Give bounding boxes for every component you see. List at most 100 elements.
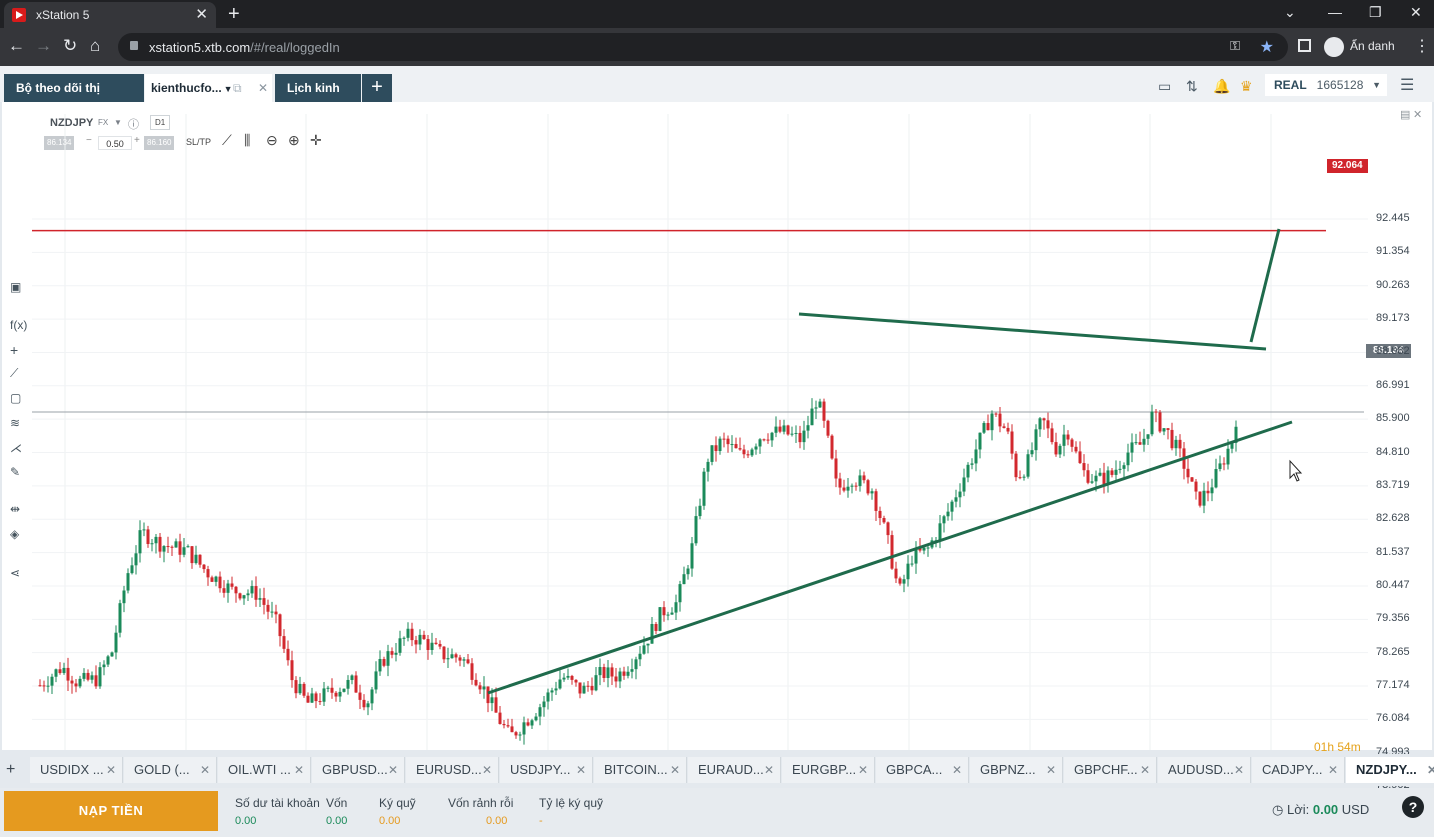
bookmark-star-icon[interactable]: ★ (1259, 39, 1274, 56)
layout-icon[interactable]: ▭ (1158, 78, 1172, 94)
line-chart-icon[interactable]: ⟋ (222, 132, 232, 148)
address-bar[interactable]: xstation5.xtb.com/#/real/loggedIn ⚿ ★ (118, 33, 1288, 61)
instrument-tab[interactable]: EURUSD... ✕ (406, 757, 499, 783)
exchange-icon[interactable]: ⇅ (1186, 78, 1198, 94)
instrument-close-icon[interactable]: ✕ (481, 763, 492, 777)
volume-plus-icon[interactable]: + (134, 135, 140, 146)
candle-body (458, 657, 462, 661)
bell-icon[interactable]: 🔔 (1213, 78, 1231, 94)
premium-crown-icon[interactable]: ♛ (1240, 78, 1253, 94)
candle-body (1050, 428, 1054, 443)
instrument-close-icon[interactable]: ✕ (763, 763, 774, 777)
add-tab-button[interactable]: + (362, 74, 392, 102)
instrument-tab[interactable]: NZDJPY... ✕ (1346, 757, 1434, 783)
instrument-close-icon[interactable]: ✕ (1426, 763, 1434, 777)
instrument-tab[interactable]: OIL.WTI ... ✕ (218, 757, 311, 783)
home-icon[interactable]: ⌂ (90, 36, 101, 55)
share-icon[interactable]: ⋖ (10, 566, 21, 580)
instrument-close-icon[interactable]: ✕ (1327, 763, 1338, 777)
chart-symbol[interactable]: NZDJPY (50, 117, 94, 129)
instrument-close-icon[interactable]: ✕ (1139, 763, 1150, 777)
info-icon[interactable]: ⓘ (128, 119, 139, 131)
panel-close-icon[interactable]: ✕ (1413, 109, 1423, 121)
maximize-icon[interactable]: ❐ (1369, 4, 1382, 20)
instrument-close-icon[interactable]: ✕ (575, 763, 586, 777)
instrument-tab[interactable]: GBPUSD... ✕ (312, 757, 405, 783)
volume-input[interactable]: 0.50 (98, 136, 132, 150)
instrument-tab[interactable]: EURAUD... ✕ (688, 757, 781, 783)
instrument-tab[interactable]: CADJPY... ✕ (1252, 757, 1345, 783)
instrument-tab[interactable]: EURGBP... ✕ (782, 757, 875, 783)
workspace-close-icon[interactable]: ✕ (258, 81, 269, 95)
crosshair-icon[interactable]: ✛ (310, 132, 322, 148)
instrument-tab[interactable]: AUDUSD... ✕ (1158, 757, 1251, 783)
rectangle-tool-icon[interactable]: ▢ (10, 391, 22, 405)
pattern-tool-icon[interactable]: ⋌ (10, 441, 22, 455)
tab-workspace[interactable]: kienthucfo... ▼ ⧉ ✕ (145, 74, 272, 102)
caret-down-icon[interactable]: ▼ (223, 84, 233, 94)
window-close-icon[interactable]: ✕ (1410, 4, 1422, 20)
incognito-avatar-icon[interactable] (1324, 37, 1344, 57)
instrument-tab[interactable]: USDJPY... ✕ (500, 757, 593, 783)
instrument-close-icon[interactable]: ✕ (1045, 763, 1056, 777)
instrument-close-icon[interactable]: ✕ (293, 763, 304, 777)
zoom-out-icon[interactable]: ⊖ (266, 132, 278, 148)
minimize-icon[interactable]: — (1328, 4, 1342, 20)
account-selector[interactable]: REAL 1665128 ▼ (1265, 74, 1387, 96)
add-instrument-icon[interactable]: + (6, 761, 16, 778)
profile-name[interactable]: Ẩn danh (1350, 39, 1395, 53)
password-key-icon[interactable]: ⚿ (1230, 38, 1240, 53)
window-tool-icon[interactable]: ▣ (10, 280, 22, 294)
indicator-fx-icon[interactable]: f(x) (10, 318, 28, 332)
side-panel-icon[interactable] (1298, 39, 1311, 52)
symbol-caret-icon[interactable]: ▼ (114, 118, 122, 127)
instrument-close-icon[interactable]: ✕ (1233, 763, 1244, 777)
tab-close-icon[interactable]: ✕ (195, 6, 208, 23)
timeframe-select[interactable]: D1 (150, 115, 171, 130)
zoom-in-icon[interactable]: ⊕ (288, 132, 300, 148)
fibonacci-tool-icon[interactable]: ≋ (10, 416, 21, 430)
hamburger-menu-icon[interactable]: ☰ (1400, 77, 1415, 94)
volume-minus-icon[interactable]: − (86, 135, 92, 146)
candle-body (46, 685, 50, 687)
sltp-button[interactable]: SL/TP (186, 137, 212, 147)
instrument-tab[interactable]: GBPNZ... ✕ (970, 757, 1063, 783)
help-button[interactable]: ? (1402, 796, 1424, 818)
instrument-tab[interactable]: GBPCHF... ✕ (1064, 757, 1157, 783)
crosshair-tool-icon[interactable]: + (10, 342, 19, 358)
instrument-tab[interactable]: GOLD (... ✕ (124, 757, 217, 783)
instrument-close-icon[interactable]: ✕ (387, 763, 398, 777)
trendline-tool-icon[interactable]: ⟋ (10, 366, 19, 380)
popout-icon[interactable]: ⧉ (233, 81, 242, 95)
tab-economic-calendar[interactable]: Lịch kinh tế (275, 74, 361, 123)
deposit-button[interactable]: NẠP TIỀN (4, 791, 218, 831)
price-chart[interactable] (2, 102, 1432, 750)
instrument-close-icon[interactable]: ✕ (199, 763, 210, 777)
layers-icon[interactable]: ◈ (10, 527, 20, 541)
candles-icon[interactable]: ⫼ (244, 132, 251, 148)
sell-price[interactable]: 86.134 (44, 136, 75, 150)
instrument-close-icon[interactable]: ✕ (105, 763, 116, 777)
new-tab-button[interactable]: + (228, 3, 240, 25)
browser-tab[interactable]: xStation 5 ✕ (4, 2, 216, 28)
alert-price-tag[interactable]: 92.064 (1327, 159, 1368, 173)
reload-icon[interactable]: ↻ (63, 36, 78, 55)
instrument-close-icon[interactable]: ✕ (857, 763, 868, 777)
pencil-tool-icon[interactable]: ✎ (10, 465, 21, 479)
instrument-close-icon[interactable]: ✕ (669, 763, 680, 777)
tab-market-watch[interactable]: Bộ theo dõi thị trường (4, 74, 144, 123)
tab-search-icon[interactable]: ⌄ (1284, 4, 1296, 20)
candle-body (690, 543, 694, 569)
chart-panel[interactable]: NZDJPY FX ▼ ⓘ D1 86.134 − 0.50 + 86.160 … (2, 102, 1432, 807)
instrument-close-icon[interactable]: ✕ (951, 763, 962, 777)
instrument-tab[interactable]: USDIDX ... ✕ (30, 757, 123, 783)
instrument-tab[interactable]: BITCOIN... ✕ (594, 757, 687, 783)
forward-icon[interactable]: → (35, 36, 52, 55)
panel-maximize-icon[interactable]: ▤ (1400, 109, 1411, 121)
back-icon[interactable]: ← (8, 36, 25, 55)
buy-price[interactable]: 86.160 (144, 136, 175, 150)
instrument-tab[interactable]: GBPCA... ✕ (876, 757, 969, 783)
measure-tool-icon[interactable]: ⇹ (10, 502, 21, 516)
candle-body (774, 426, 778, 433)
browser-menu-icon[interactable]: ⋮ (1414, 38, 1430, 55)
